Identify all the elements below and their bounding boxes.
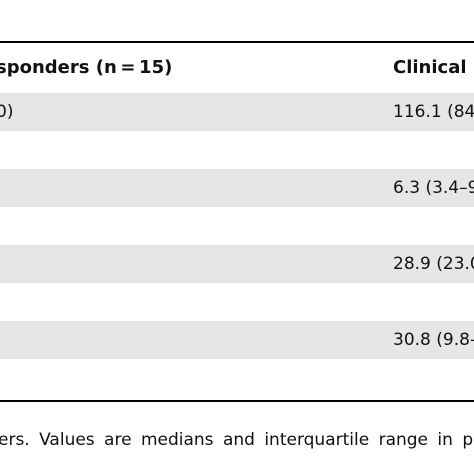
cell-clinical: 6.3 (3.4–9	[393, 178, 474, 198]
table-row: 0) 116.1 (84	[0, 93, 474, 131]
table-row: 28.9 (23.0	[0, 245, 474, 283]
table-row	[0, 131, 474, 169]
cell-responders: 0)	[0, 102, 14, 122]
table-bottom-rule	[0, 400, 474, 402]
table-footnote: ers. Values are medians and interquartil…	[0, 430, 474, 450]
header-clinical: Clinical	[393, 57, 467, 78]
header-responders: sponders (n = 15)	[0, 57, 173, 78]
cell-clinical: 28.9 (23.0	[393, 254, 474, 274]
table-top-rule	[0, 41, 474, 43]
cell-clinical: 116.1 (84	[393, 102, 474, 122]
table-row	[0, 359, 474, 400]
cell-clinical: 30.8 (9.8–	[393, 330, 474, 350]
table-header-row: sponders (n = 15) Clinical	[0, 43, 474, 93]
table-row: 30.8 (9.8–	[0, 321, 474, 359]
table-row	[0, 207, 474, 245]
table-row	[0, 283, 474, 321]
table-row: 6.3 (3.4–9	[0, 169, 474, 207]
